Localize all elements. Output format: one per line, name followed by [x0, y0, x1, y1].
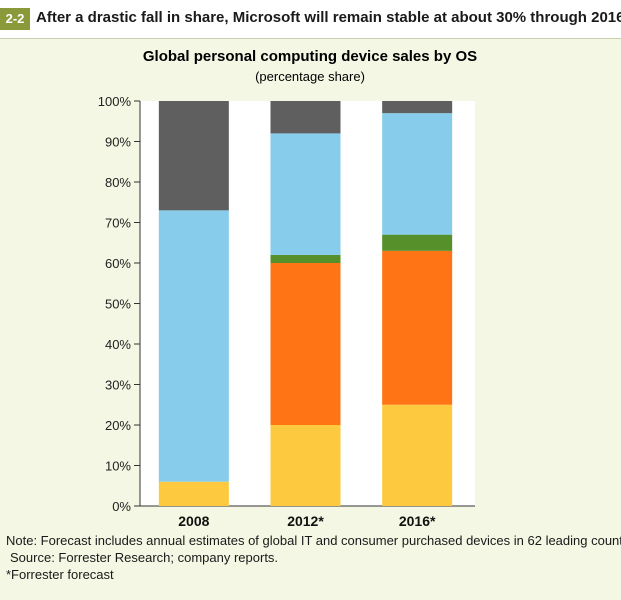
y-tick-label: 90% [105, 135, 131, 150]
bar-segment [158, 101, 229, 211]
y-tick-label: 40% [105, 337, 131, 352]
chart-notes: Note: Forecast includes annual estimates… [6, 532, 621, 583]
y-tick-label: 0% [112, 499, 131, 514]
bar-segment [382, 113, 453, 235]
bar-segment [270, 425, 341, 506]
y-tick-label: 70% [105, 216, 131, 231]
figure-headline: After a drastic fall in share, Microsoft… [36, 9, 621, 26]
bar-segment [270, 263, 341, 425]
y-tick-label: 30% [105, 378, 131, 393]
bar-segment [382, 234, 453, 251]
y-tick-label: 60% [105, 256, 131, 271]
bar-segment [158, 210, 229, 482]
note-text: Note: Forecast includes annual estimates… [6, 533, 621, 548]
plot-area: 0% 10% 20% 30% 40% 50% 60% 70% 80% 90% 100% 2008 201… [98, 94, 475, 529]
bar-segment [382, 101, 453, 114]
y-tick-label: 80% [105, 175, 131, 190]
x-tick-label: 2016* [399, 513, 436, 529]
footnote-text: *Forrester forecast [6, 567, 114, 582]
x-tick-label: 2012* [287, 513, 324, 529]
x-tick-label: 2008 [178, 513, 209, 529]
bar-segment [270, 254, 341, 263]
y-tick-label: 100% [98, 94, 132, 109]
bar-segment [270, 133, 341, 255]
bar-segment [382, 250, 453, 405]
bar-segment [270, 101, 341, 134]
chart-title: Global personal computing device sales b… [143, 48, 477, 65]
chart-subtitle: (percentage share) [255, 69, 365, 84]
figure-header: 2-2 After a drastic fall in share, Micro… [0, 0, 621, 39]
y-tick-label: 10% [105, 459, 131, 474]
figure-number-badge: 2-2 [0, 8, 30, 30]
stacked-bar-chart: Global personal computing device sales b… [98, 48, 477, 529]
source-text: Source: Forrester Research; company repo… [10, 550, 279, 565]
bar-segment [382, 404, 453, 506]
bar-segment [158, 481, 229, 506]
y-tick-label: 50% [105, 297, 131, 312]
y-tick-label: 20% [105, 418, 131, 433]
